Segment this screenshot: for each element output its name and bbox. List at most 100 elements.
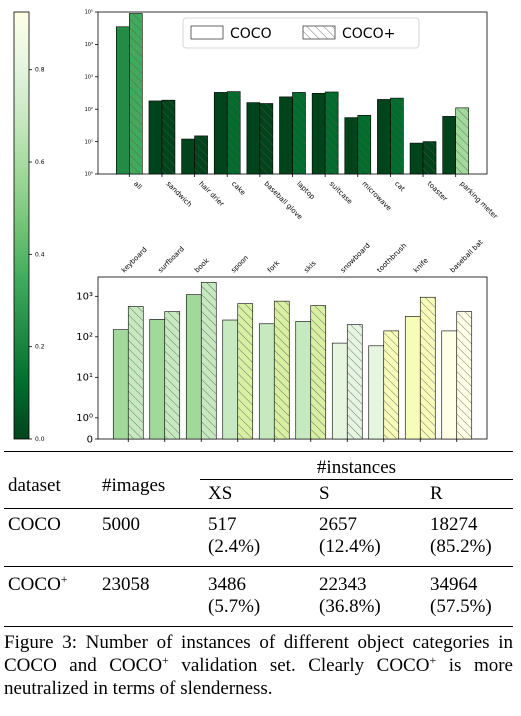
row-s: 2657 xyxy=(319,514,357,535)
x-tick-label: spoon xyxy=(230,254,251,275)
bar-hatch xyxy=(383,330,399,439)
y-tick-label: 10⁴ xyxy=(85,42,93,48)
bar-hatch xyxy=(390,98,404,174)
row-dataset-sup: + xyxy=(60,572,68,586)
x-tick-label: fork xyxy=(266,258,282,274)
y-tick-label: 10² xyxy=(76,332,93,343)
colorbar-gradient xyxy=(13,11,30,440)
bar-coco xyxy=(368,345,385,440)
row-xs: 3486 xyxy=(208,574,246,595)
row-s-pct: (12.4%) xyxy=(319,536,381,557)
bar-hatch xyxy=(129,13,143,174)
x-tick-label: hair drier xyxy=(197,180,226,209)
x-tick-label: sandwich xyxy=(165,180,194,209)
table-row: COCO 5000 517 (2.4%) 2657 (12.4%) 18274 (85… xyxy=(4,514,513,566)
chart-bottom: 0 10⁰ 10¹ 10² 10³ keyboard surfboard book spoon f… xyxy=(76,238,488,445)
bar-coco xyxy=(112,329,129,440)
caption-part3: is more neutralized in terms of slendern… xyxy=(4,655,513,699)
caption-part1: Figure 3: Number of instances of differe… xyxy=(4,632,513,676)
figure-caption: Figure 3: Number of instances of differe… xyxy=(4,631,513,700)
y-tick-label: 10⁵ xyxy=(85,10,93,16)
x-tick-label: all xyxy=(132,180,143,191)
x-tick-label: book xyxy=(193,256,211,274)
header-xs: XS xyxy=(200,478,311,508)
bar-hatch xyxy=(347,324,363,439)
row-dataset: COCO xyxy=(8,514,61,535)
bar-hatch xyxy=(227,91,241,174)
legend-swatch-coco xyxy=(190,25,224,40)
plot-frame xyxy=(97,276,488,440)
bar-coco xyxy=(181,138,195,175)
x-tick-label: keyboard xyxy=(120,246,149,275)
bar-coco xyxy=(149,319,166,440)
y-tick-label: 10⁰ xyxy=(85,172,93,178)
bar-coco xyxy=(409,142,424,175)
bar-coco xyxy=(295,321,312,440)
bar-hatch xyxy=(128,306,144,439)
colorbar: 0.0 0.2 0.4 0.6 0.8 xyxy=(13,11,45,443)
x-tick-label: laptop xyxy=(295,180,317,202)
bar-coco xyxy=(331,342,348,440)
bar-coco xyxy=(279,96,293,175)
bar-coco xyxy=(116,26,130,175)
caption-sup1: + xyxy=(162,653,169,667)
bar-coco xyxy=(148,100,163,175)
y-tick-label: 10¹ xyxy=(85,139,93,145)
bar-coco xyxy=(311,92,326,175)
x-tick-label: baseball bat xyxy=(449,238,485,274)
header-r: R xyxy=(422,478,513,508)
x-tick-label: microwave xyxy=(360,180,393,213)
row-xs-pct: (2.4%) xyxy=(208,536,261,557)
x-tick-label: skis xyxy=(303,259,318,274)
legend-label-coco-plus: COCO+ xyxy=(342,26,395,42)
bar-coco xyxy=(344,117,359,175)
colorbar-tick-label: 0.0 xyxy=(35,436,45,443)
results-table: #instances dataset #images XS S R COCO 5… xyxy=(4,451,513,628)
caption-part2: validation set. Clearly COCO xyxy=(168,655,430,676)
row-s-pct: (36.8%) xyxy=(319,596,381,617)
legend-label-coco: COCO xyxy=(230,26,272,42)
colorbar-tick-label: 0.8 xyxy=(35,67,45,74)
x-tick-label: surfboard xyxy=(157,245,186,274)
row-xs: 517 xyxy=(208,514,237,535)
bar-coco xyxy=(246,102,261,175)
y-tick-label: 10⁰ xyxy=(76,413,93,424)
bar-hatch xyxy=(325,91,339,174)
bar-hatch xyxy=(420,297,436,439)
colorbar-tick-label: 0.4 xyxy=(35,251,45,258)
bar-hatch xyxy=(455,107,469,174)
x-tick-label: toothbrush xyxy=(376,242,409,275)
header-images: #images xyxy=(102,475,166,496)
bar-coco xyxy=(404,316,421,440)
bar-coco xyxy=(222,319,239,440)
legend-swatch-hatch xyxy=(303,26,335,39)
row-r: 34964 xyxy=(430,574,478,595)
x-tick-label: parking meter xyxy=(458,180,499,221)
x-tick-label: toaster xyxy=(426,180,449,203)
y-tick-label: 10³ xyxy=(85,74,93,80)
row-images: 23058 xyxy=(102,574,150,595)
x-tick-label: snowboard xyxy=(339,242,372,275)
table-row: COCO+ 23058 3486 (5.7%) 22343 (36.8%) 3496… xyxy=(4,572,513,626)
bar-hatch xyxy=(423,141,437,174)
bar-hatch xyxy=(456,311,472,439)
row-images: 5000 xyxy=(102,514,140,535)
bar-hatch xyxy=(201,282,217,439)
bar-coco xyxy=(442,116,456,175)
bar-coco xyxy=(441,330,458,440)
y-tick-label: 10³ xyxy=(76,292,93,303)
bar-hatch xyxy=(274,301,290,439)
row-dataset: COCO xyxy=(8,574,61,595)
bar-hatch xyxy=(194,135,208,174)
bar-hatch xyxy=(237,303,253,439)
bar-coco xyxy=(185,294,202,440)
row-xs-pct: (5.7%) xyxy=(208,596,261,617)
caption-sup2: + xyxy=(429,653,437,667)
y-tick-label: 0 xyxy=(87,434,93,445)
header-dataset: dataset xyxy=(8,475,61,496)
bar-coco xyxy=(258,323,275,440)
header-instances: #instances xyxy=(316,456,397,478)
x-tick-label: suitcase xyxy=(328,180,354,206)
bar-hatch xyxy=(161,100,175,174)
